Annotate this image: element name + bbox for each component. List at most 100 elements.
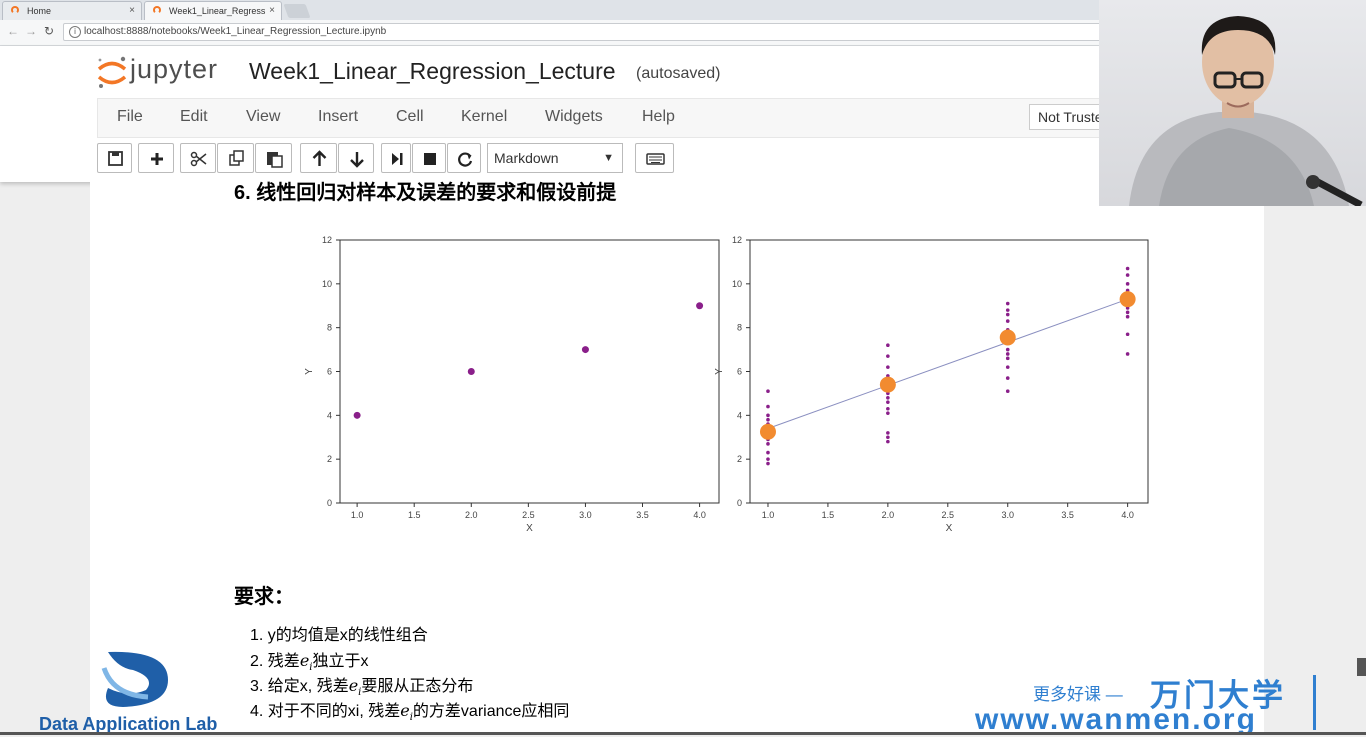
y-tick-label: 0 <box>737 498 742 508</box>
list-item: 1. y的均值是x的线性组合 <box>250 627 428 644</box>
y-tick-label: 12 <box>732 235 742 245</box>
interrupt-kernel-button[interactable] <box>412 143 446 173</box>
scissors-icon <box>190 151 207 167</box>
arrow-up-icon <box>312 150 327 166</box>
tab-close-icon[interactable]: × <box>129 5 135 16</box>
sample-point <box>886 343 890 347</box>
y-tick-label: 8 <box>327 323 332 333</box>
sample-point <box>1005 319 1010 323</box>
menu-view[interactable]: View <box>246 108 281 125</box>
menu-help[interactable]: Help <box>642 108 675 125</box>
scrollbar-thumb[interactable] <box>1357 658 1366 676</box>
data-application-lab-logo-icon <box>101 651 168 707</box>
url-input[interactable]: i localhost:8888/notebooks/Week1_Linear_… <box>63 23 1103 41</box>
command-palette-button[interactable] <box>635 143 674 173</box>
requirements-title: 要求： <box>234 586 294 608</box>
y-tick-label: 6 <box>737 367 742 377</box>
menu-bar: File Edit View Insert Cell Kernel Widget… <box>97 98 1119 138</box>
mean-point <box>999 329 1016 346</box>
y-tick-label: 10 <box>322 279 332 289</box>
x-tick-label: 3.0 <box>579 510 592 520</box>
y-tick-label: 6 <box>327 367 332 377</box>
jupyter-favicon-icon <box>11 6 19 14</box>
cell-type-select[interactable]: Markdown ▼ <box>487 143 623 173</box>
jupyter-logo-icon[interactable] <box>95 54 129 90</box>
notebook-name[interactable]: Week1_Linear_Regression_Lecture <box>249 58 616 84</box>
paste-button[interactable] <box>255 143 292 173</box>
cut-button[interactable] <box>180 143 216 173</box>
menu-insert[interactable]: Insert <box>318 108 359 125</box>
sample-point <box>766 461 770 466</box>
list-item: 3. 给定x, 残差ei要服从正态分布 <box>250 676 474 699</box>
forward-arrow-icon[interactable]: → <box>25 24 37 38</box>
x-tick-label: 3.5 <box>1061 510 1074 520</box>
mean-point <box>1119 291 1136 308</box>
sample-point <box>886 431 890 435</box>
sample-point <box>1125 332 1130 337</box>
menu-file[interactable]: File <box>117 108 143 125</box>
plot-frame <box>339 239 720 504</box>
y-tick-label: 0 <box>327 498 332 508</box>
sample-point <box>1005 356 1010 361</box>
restart-kernel-button[interactable] <box>447 143 481 173</box>
save-button[interactable] <box>97 143 132 173</box>
chevron-down-icon: ▼ <box>603 152 614 164</box>
menu-edit[interactable]: Edit <box>180 108 208 125</box>
run-cell-button[interactable] <box>381 143 411 173</box>
copy-button[interactable] <box>217 143 254 173</box>
move-up-button[interactable] <box>300 143 337 173</box>
sample-point <box>1125 273 1130 277</box>
save-icon <box>108 151 123 166</box>
sample-point <box>1125 266 1130 271</box>
mean-point <box>879 376 896 393</box>
x-tick-label: 2.5 <box>942 510 955 520</box>
y-tick-label: 4 <box>737 410 742 420</box>
back-arrow-icon[interactable]: ← <box>7 24 19 38</box>
scrollbar-track[interactable] <box>1353 182 1366 735</box>
x-tick-label: 3.0 <box>1001 510 1014 520</box>
step-forward-icon <box>392 153 403 165</box>
x-tick-label: 2.0 <box>882 510 895 520</box>
x-tick-label: 3.5 <box>636 510 649 520</box>
menu-widgets[interactable]: Widgets <box>545 108 603 125</box>
info-icon[interactable]: i <box>69 26 81 38</box>
insert-cell-button[interactable] <box>138 143 174 173</box>
jupyter-favicon-icon <box>153 6 161 14</box>
tab-notebook[interactable]: Week1_Linear_Regress × <box>144 1 282 20</box>
menu-cell[interactable]: Cell <box>396 108 424 125</box>
save-status: (autosaved) <box>636 65 721 82</box>
sample-point <box>1005 308 1010 312</box>
sample-point <box>766 404 770 409</box>
sample-point <box>886 411 890 415</box>
menu-kernel[interactable]: Kernel <box>461 108 508 125</box>
move-down-button[interactable] <box>338 143 374 173</box>
sample-point <box>766 457 770 461</box>
cell-type-value: Markdown <box>494 150 559 166</box>
tab-close-icon[interactable]: × <box>269 5 275 16</box>
brand-watermark: 万门大学 <box>1150 678 1286 713</box>
sample-point <box>886 396 890 400</box>
sample-point <box>886 406 890 411</box>
sample-point <box>766 389 770 394</box>
plot-frame <box>749 239 1149 504</box>
reload-icon[interactable]: ↻ <box>44 24 55 38</box>
sample-point <box>1005 389 1010 394</box>
jupyter-logo-text[interactable]: jupyter <box>130 54 219 84</box>
data-point <box>581 346 589 354</box>
x-tick-label: 4.0 <box>1121 510 1134 520</box>
chart-right: 1.0 1.5 2.0 2.5 3.0 3.5 4.0 0 2 4 6 8 10 12 X Y <box>714 235 1149 534</box>
paste-icon <box>267 152 283 168</box>
sample-point <box>766 417 770 422</box>
watermark-divider <box>1313 675 1316 730</box>
sample-point <box>886 439 890 444</box>
site-watermark: www.wanmen.org <box>975 703 1257 736</box>
lab-watermark-text: Data Application Lab <box>39 714 218 734</box>
y-tick-label: 2 <box>327 454 332 464</box>
new-tab-button[interactable] <box>283 4 311 18</box>
keyboard-icon <box>646 153 665 165</box>
bottom-border <box>0 732 1366 735</box>
x-tick-label: 1.5 <box>408 510 421 520</box>
list-item: 4. 对于不同的xi, 残差ei的方差variance应相同 <box>250 701 570 724</box>
tab-home[interactable]: Home × <box>2 1 142 20</box>
sample-point <box>766 442 770 446</box>
